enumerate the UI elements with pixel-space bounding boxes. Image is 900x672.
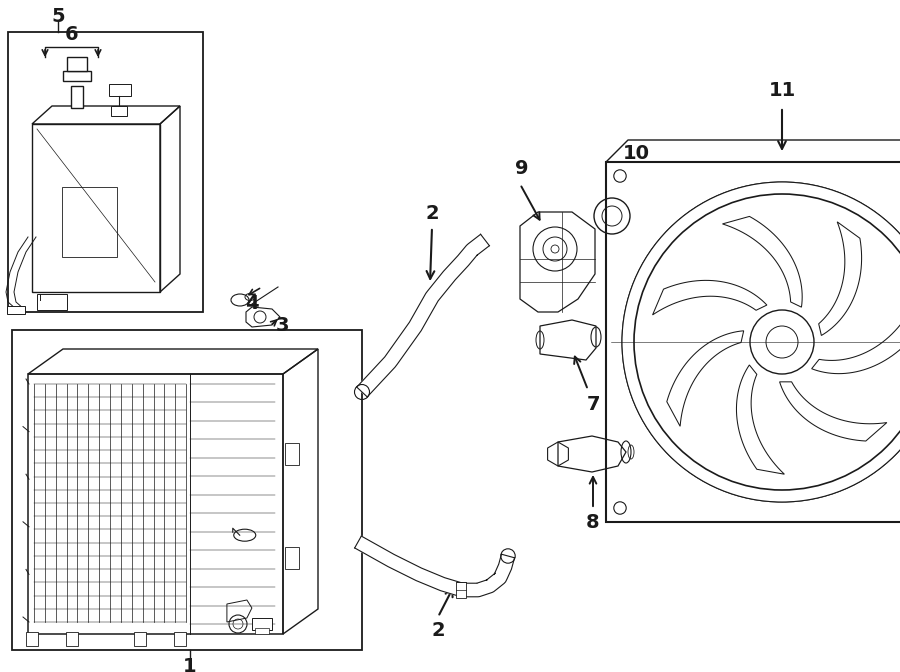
Bar xyxy=(71,86,83,108)
Bar xyxy=(285,443,299,465)
Text: 3: 3 xyxy=(275,317,289,335)
Text: 1: 1 xyxy=(184,657,197,672)
Text: 6: 6 xyxy=(65,24,79,44)
Text: 9: 9 xyxy=(515,159,529,179)
Bar xyxy=(26,632,38,646)
Text: 7: 7 xyxy=(586,396,599,415)
Polygon shape xyxy=(356,235,490,397)
Bar xyxy=(12,330,362,650)
Bar xyxy=(111,106,127,116)
Bar xyxy=(606,162,900,522)
Bar xyxy=(255,628,269,634)
Bar xyxy=(63,71,91,81)
Bar xyxy=(456,582,466,598)
Bar xyxy=(67,57,87,71)
Bar xyxy=(174,632,186,646)
Bar xyxy=(32,124,160,292)
Bar xyxy=(252,618,272,630)
Bar xyxy=(37,294,67,310)
Bar xyxy=(109,84,131,96)
Bar xyxy=(7,306,25,314)
Text: 2: 2 xyxy=(431,620,445,640)
Bar xyxy=(285,547,299,569)
Text: 2: 2 xyxy=(425,204,439,224)
Text: 8: 8 xyxy=(586,513,599,532)
Circle shape xyxy=(622,182,900,502)
Bar xyxy=(28,374,283,634)
Text: 10: 10 xyxy=(623,144,650,163)
Bar xyxy=(62,187,117,257)
Text: 11: 11 xyxy=(769,81,796,99)
Bar xyxy=(66,632,78,646)
Bar xyxy=(134,632,146,646)
Polygon shape xyxy=(355,536,515,597)
Bar xyxy=(8,32,203,312)
Text: 4: 4 xyxy=(245,294,259,314)
Text: 5: 5 xyxy=(51,7,65,26)
